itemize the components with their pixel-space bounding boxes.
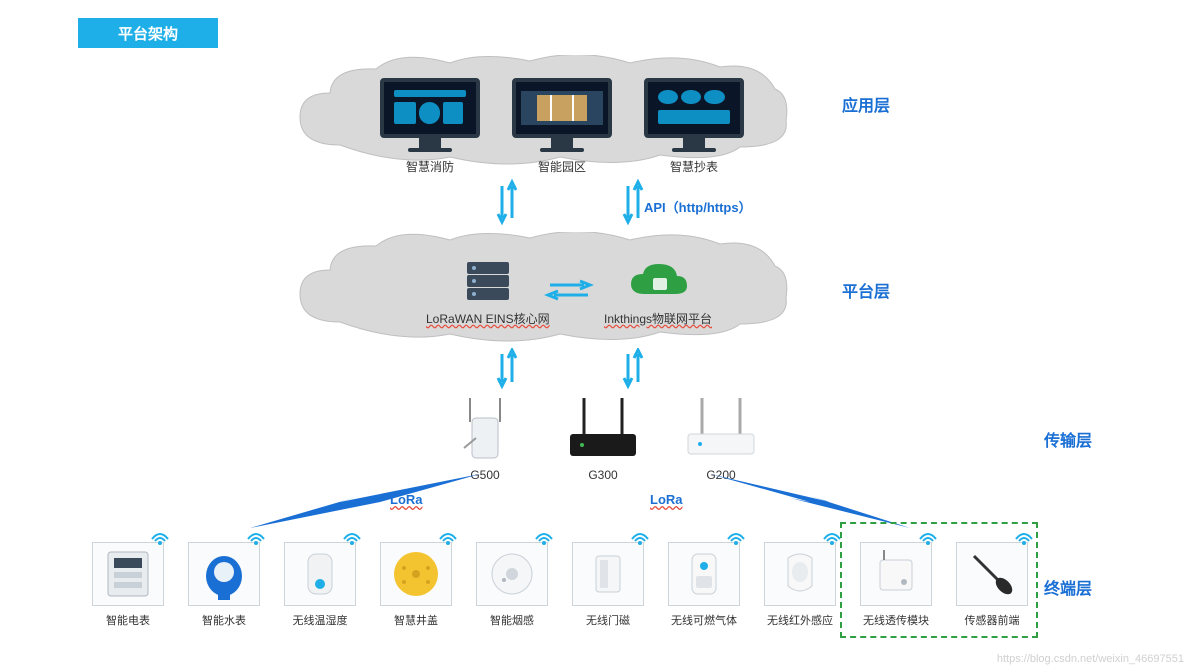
device-box: [380, 542, 452, 606]
api-label: API（http/https）: [644, 197, 752, 216]
meter_water-icon: [192, 542, 256, 606]
gateway-label: G300: [588, 468, 617, 482]
monitor-screen-icon: [512, 78, 612, 138]
device-label: 无线温湿度: [293, 612, 348, 628]
door-icon: [576, 542, 640, 606]
layer-label-transport: 传输层: [1044, 427, 1092, 451]
cloud-iot-icon: [625, 258, 691, 304]
monitor-screen-icon: [644, 78, 744, 138]
device-module: 无线透传模块: [850, 542, 942, 628]
device-label: 无线红外感应: [767, 612, 833, 628]
wifi-icon: [149, 527, 171, 550]
meter_elec-icon: [96, 542, 160, 606]
device-smoke: 智能烟感: [466, 542, 558, 628]
layer-platform-text: 平台层: [842, 284, 890, 301]
manhole-icon: [384, 542, 448, 606]
device-box: [860, 542, 932, 606]
title-banner: 平台架构: [78, 18, 218, 48]
temp_hum-icon: [288, 542, 352, 606]
layer-label-terminal: 终端层: [1044, 575, 1092, 599]
device-pir: 无线红外感应: [754, 542, 846, 628]
bi-arrow-icon: [494, 348, 520, 390]
device-label: 智能电表: [106, 612, 150, 628]
lora-label: LoRa: [390, 492, 423, 507]
device-gas: 无线可燃气体: [658, 542, 750, 628]
smoke-icon: [480, 542, 544, 606]
wifi-icon: [917, 527, 939, 550]
device-box: [764, 542, 836, 606]
device-box: [668, 542, 740, 606]
monitor-label: 智能园区: [538, 158, 586, 175]
device-label: 传感器前端: [965, 612, 1020, 628]
device-label: 无线门磁: [586, 612, 630, 628]
horiz-bi-arrow-icon: [544, 278, 594, 302]
device-box: [572, 542, 644, 606]
platform-server: LoRaWAN EINS核心网: [426, 258, 550, 327]
device-label: 无线可燃气体: [671, 612, 737, 628]
monitor-label: 智慧抄表: [670, 158, 718, 175]
pir-icon: [768, 542, 832, 606]
wifi-icon: [533, 527, 555, 550]
gateway-g500: G500: [450, 392, 520, 482]
wifi-icon: [1013, 527, 1035, 550]
layer-app-text: 应用层: [842, 98, 890, 115]
outdoor-gateway-icon: [450, 392, 520, 464]
lora-text: LoRa: [650, 492, 683, 507]
platform-label: Inkthings物联网平台: [604, 310, 712, 327]
module-icon: [864, 542, 928, 606]
device-temp_hum: 无线温湿度: [274, 542, 366, 628]
wifi-icon: [341, 527, 363, 550]
watermark: https://blog.csdn.net/weixin_46697551: [997, 653, 1184, 665]
device-meter_water: 智能水表: [178, 542, 270, 628]
device-label: 无线透传模块: [863, 612, 929, 628]
watermark-text: https://blog.csdn.net/weixin_46697551: [997, 653, 1184, 665]
monitor-screen-icon: [380, 78, 480, 138]
wifi-icon: [629, 527, 651, 550]
device-box: [92, 542, 164, 606]
layer-terminal-text: 终端层: [1044, 581, 1092, 598]
device-box: [188, 542, 260, 606]
wifi-icon: [245, 527, 267, 550]
platform-label: LoRaWAN EINS核心网: [426, 310, 550, 327]
layer-label-platform: 平台层: [842, 278, 890, 302]
bi-arrow-icon: [494, 178, 520, 226]
layer-label-app: 应用层: [842, 92, 890, 116]
wifi-icon: [437, 527, 459, 550]
api-label-text: API（http/https）: [644, 200, 752, 215]
monitor-label: 智慧消防: [406, 158, 454, 175]
device-box: [476, 542, 548, 606]
monitor-fire: 智慧消防: [380, 78, 480, 175]
bi-arrow-icon: [620, 348, 646, 390]
device-meter_elec: 智能电表: [82, 542, 174, 628]
router-white-icon: [678, 392, 764, 464]
monitor-meter: 智慧抄表: [644, 78, 744, 175]
device-box: [284, 542, 356, 606]
device-box: [956, 542, 1028, 606]
device-label: 智能水表: [202, 612, 246, 628]
gas-icon: [672, 542, 736, 606]
server-icon: [461, 258, 515, 304]
probe-icon: [960, 542, 1024, 606]
monitor-park: 智能园区: [512, 78, 612, 175]
lora-label: LoRa: [650, 492, 683, 507]
platform-cloud-iot: Inkthings物联网平台: [604, 258, 712, 327]
bolt-left-icon: [240, 472, 490, 532]
bi-arrow-icon: [620, 178, 646, 226]
gateway-g300: G300: [560, 392, 646, 482]
device-label: 智慧井盖: [394, 612, 438, 628]
router-black-icon: [560, 392, 646, 464]
gateway-g200: G200: [678, 392, 764, 482]
title-text: 平台架构: [118, 23, 178, 44]
device-manhole: 智慧井盖: [370, 542, 462, 628]
lora-text: LoRa: [390, 492, 423, 507]
wifi-icon: [821, 527, 843, 550]
device-probe: 传感器前端: [946, 542, 1038, 628]
device-label: 智能烟感: [490, 612, 534, 628]
layer-transport-text: 传输层: [1044, 433, 1092, 450]
device-door: 无线门磁: [562, 542, 654, 628]
wifi-icon: [725, 527, 747, 550]
